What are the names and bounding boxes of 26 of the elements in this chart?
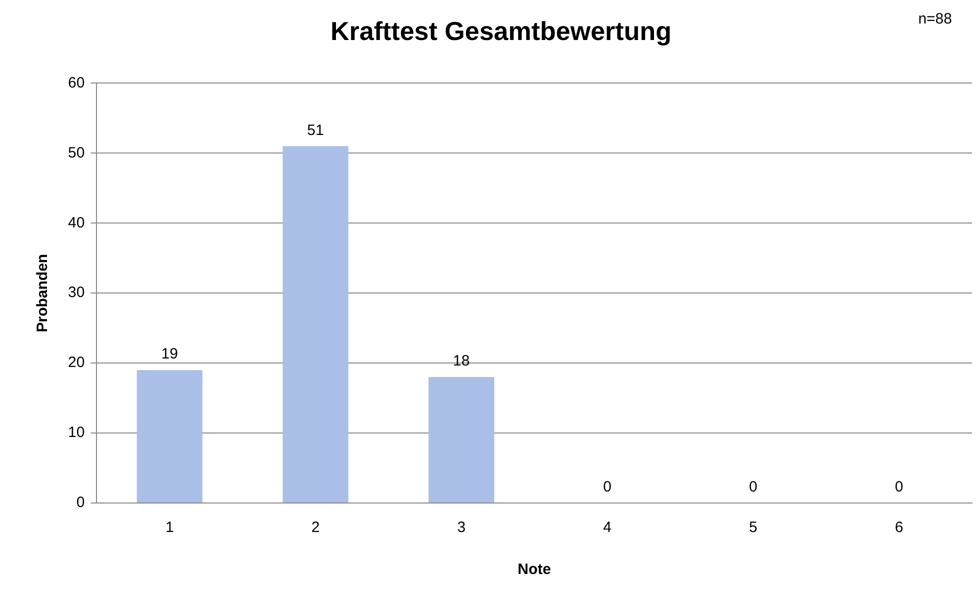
text: n=88 [918, 10, 952, 28]
x-axis-title: Note [518, 561, 552, 578]
data-label: 18 [453, 352, 470, 370]
data-label: 19 [161, 346, 178, 363]
bar [282, 146, 348, 502]
x-tick-label: 2 [311, 519, 320, 536]
y-tick-label: 60 [68, 74, 85, 92]
x-tick-label: 3 [457, 519, 466, 536]
y-tick-label: 10 [68, 424, 85, 442]
x-tick-label: 4 [603, 519, 612, 536]
y-tick-label: 50 [68, 144, 85, 162]
chart-title: Krafttest Gesamtbewertung [330, 16, 672, 46]
y-tick-label: 0 [76, 494, 85, 512]
y-tick-label: 40 [68, 214, 85, 232]
bar [136, 370, 202, 502]
data-label: 0 [894, 478, 904, 496]
data-label: 0 [603, 478, 612, 496]
y-tick-label: 20 [68, 354, 85, 372]
bar [428, 377, 494, 502]
x-tick-label: 1 [165, 519, 174, 536]
x-tick-label: 6 [894, 519, 904, 536]
y-tick-label: 30 [68, 284, 85, 302]
data-label: 0 [749, 478, 758, 496]
data-label: 51 [307, 122, 324, 139]
y-axis-title: Probanden [34, 254, 52, 332]
x-tick-label: 5 [749, 519, 758, 536]
